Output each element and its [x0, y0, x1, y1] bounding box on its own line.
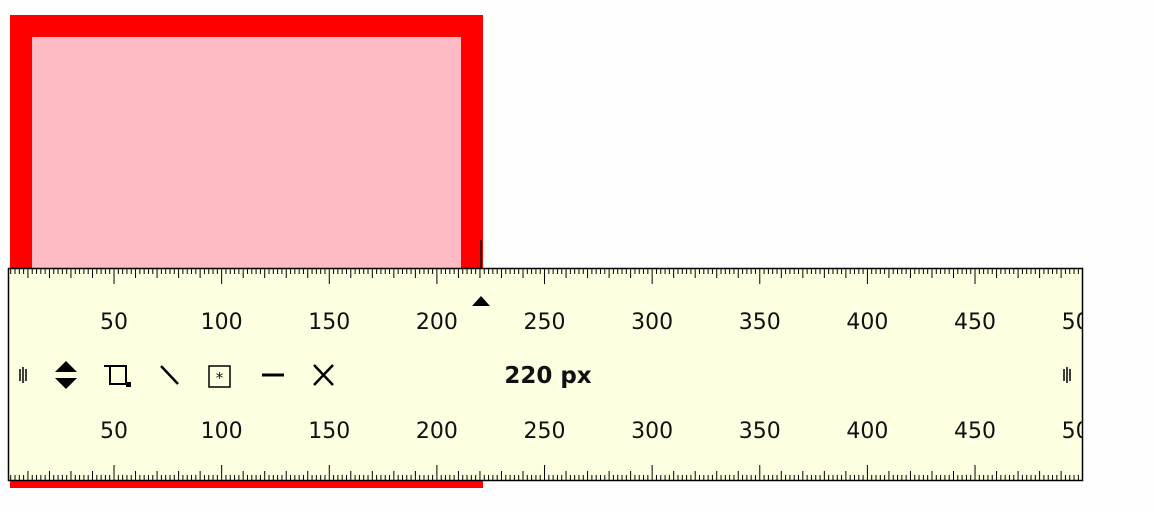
scale-label: 200 [416, 419, 458, 444]
measurement-readout: 220 px [504, 363, 591, 389]
scale-label: 350 [739, 419, 781, 444]
scale-label: 250 [524, 419, 566, 444]
crop-button[interactable] [104, 365, 131, 387]
ruler[interactable] [7, 267, 1084, 482]
position-marker [472, 296, 490, 306]
toolbar: * 220 px [19, 361, 1071, 389]
svg-text:*: * [216, 369, 224, 387]
scale-label: 100 [201, 310, 243, 335]
grip-right[interactable] [1063, 367, 1071, 383]
scale-label: 500 [1062, 310, 1104, 335]
orientation-button[interactable] [55, 361, 77, 389]
close-button[interactable] [313, 364, 334, 386]
diagonal-button[interactable] [160, 365, 179, 385]
scale-label: 250 [524, 310, 566, 335]
center-button[interactable]: * [208, 365, 231, 388]
scale-label: 450 [954, 419, 996, 444]
scale-label: 500 [1062, 419, 1104, 444]
scale-label: 300 [631, 419, 673, 444]
scale-label: 50 [100, 310, 128, 335]
scale-label: 400 [846, 419, 888, 444]
scale-label: 400 [846, 310, 888, 335]
scale-label: 200 [416, 310, 458, 335]
scale-label: 450 [954, 310, 996, 335]
grip-left[interactable] [19, 367, 27, 383]
scale-label: 150 [308, 310, 350, 335]
scale-label: 300 [631, 310, 673, 335]
ruler-scale: 50 50 100 100 150 150 200 200 250 250 300 300 350 350… [10, 269, 1104, 480]
scale-label: 50 [100, 419, 128, 444]
scale-label: 350 [739, 310, 781, 335]
scale-label: 150 [308, 419, 350, 444]
scale-label: 100 [201, 419, 243, 444]
